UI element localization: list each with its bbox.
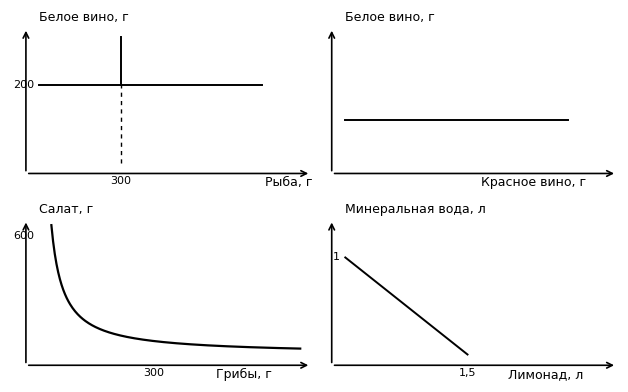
Text: Белое вино, г: Белое вино, г	[345, 11, 435, 24]
Text: 1: 1	[333, 252, 340, 263]
Text: Минеральная вода, л: Минеральная вода, л	[345, 203, 486, 216]
Text: Рыба, г: Рыба, г	[265, 176, 312, 189]
Text: Грибы, г: Грибы, г	[216, 368, 272, 381]
Text: 1,5: 1,5	[459, 368, 476, 378]
Text: Лимонад, л: Лимонад, л	[508, 368, 583, 381]
Text: 300: 300	[143, 368, 164, 378]
Text: Салат, г: Салат, г	[40, 203, 94, 216]
Text: 600: 600	[13, 231, 34, 241]
Text: Красное вино, г: Красное вино, г	[481, 176, 586, 189]
Text: Белое вино, г: Белое вино, г	[40, 11, 129, 24]
Text: 300: 300	[111, 176, 131, 186]
Text: 200: 200	[13, 80, 34, 89]
